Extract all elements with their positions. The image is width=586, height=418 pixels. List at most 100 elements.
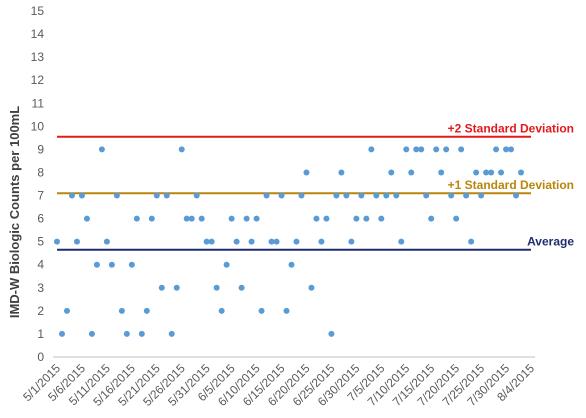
data-point [473, 169, 480, 176]
y-tick-label: 11 [32, 96, 45, 110]
data-point [223, 261, 230, 268]
y-tick-label: 2 [37, 304, 44, 318]
data-point [448, 192, 455, 199]
data-point [103, 238, 110, 245]
data-point [293, 238, 300, 245]
data-point [78, 192, 85, 199]
data-point [188, 215, 195, 222]
data-point [283, 307, 290, 314]
data-point [128, 261, 135, 268]
data-point [268, 238, 275, 245]
data-point [253, 215, 260, 222]
data-point [183, 215, 190, 222]
data-point [243, 215, 250, 222]
data-point [483, 169, 490, 176]
data-point [258, 307, 265, 314]
data-point [323, 215, 330, 222]
data-point [123, 330, 130, 337]
data-point [378, 215, 385, 222]
data-point [173, 284, 180, 291]
y-tick-label: 13 [31, 50, 45, 64]
data-point [313, 215, 320, 222]
data-point [118, 307, 125, 314]
data-point [158, 284, 165, 291]
data-point [153, 192, 160, 199]
y-tick-label: 0 [37, 350, 44, 364]
data-point [298, 192, 305, 199]
y-tick-label: 14 [31, 27, 45, 41]
reference-line-label: +1 Standard Deviation [448, 178, 574, 192]
data-point [398, 238, 405, 245]
data-point [203, 238, 210, 245]
data-point [488, 169, 495, 176]
data-point [58, 330, 65, 337]
data-point [288, 261, 295, 268]
data-point [393, 192, 400, 199]
y-tick-label: 10 [31, 119, 45, 133]
data-point [308, 284, 315, 291]
y-tick-label: 5 [37, 235, 44, 249]
data-point [403, 146, 410, 153]
data-point [318, 238, 325, 245]
data-point [353, 215, 360, 222]
data-point [333, 192, 340, 199]
data-point [263, 192, 270, 199]
data-point [98, 146, 105, 153]
y-tick-label: 9 [37, 142, 44, 156]
y-tick-label: 1 [37, 327, 44, 341]
reference-line-label: Average [527, 235, 574, 249]
data-point [238, 284, 245, 291]
data-point [198, 215, 205, 222]
reference-line-label: +2 Standard Deviation [448, 122, 574, 136]
data-point [68, 192, 75, 199]
data-point [63, 307, 70, 314]
data-point [458, 146, 465, 153]
y-tick-label: 6 [37, 212, 44, 226]
data-point [338, 169, 345, 176]
reference-lines: +2 Standard Deviation +1 Standard Deviati… [57, 122, 574, 251]
data-point [468, 238, 475, 245]
y-axis-label: IMD-W Biologic Counts per 100mL [7, 106, 22, 318]
y-tick-label: 7 [37, 189, 44, 203]
data-point [433, 146, 440, 153]
data-point [138, 330, 145, 337]
data-point [363, 215, 370, 222]
data-point [54, 238, 60, 245]
data-point [93, 261, 100, 268]
data-point [503, 146, 510, 153]
data-point [168, 330, 175, 337]
data-point [273, 238, 280, 245]
data-point [418, 146, 425, 153]
data-point [368, 146, 375, 153]
data-point [73, 238, 80, 245]
data-point [428, 215, 435, 222]
data-point [303, 169, 310, 176]
y-tick-label: 12 [31, 73, 45, 87]
y-tick-label: 15 [31, 4, 45, 18]
data-point [133, 215, 140, 222]
data-point [408, 169, 415, 176]
data-point [348, 238, 355, 245]
data-point [383, 192, 390, 199]
y-tick-label: 3 [37, 281, 44, 295]
y-tick-label: 4 [37, 258, 44, 272]
data-point [423, 192, 430, 199]
data-point [143, 307, 150, 314]
data-point [508, 146, 515, 153]
data-point [213, 284, 220, 291]
data-point [148, 215, 155, 222]
data-point [108, 261, 115, 268]
data-point [493, 146, 500, 153]
data-point [413, 146, 420, 153]
x-axis-ticks: 5/1/20155/6/20155/11/20155/16/20155/21/2… [20, 361, 537, 409]
data-point [438, 169, 445, 176]
data-point [163, 192, 170, 199]
data-point [228, 215, 235, 222]
data-point [88, 330, 95, 337]
data-point [443, 146, 450, 153]
data-point [388, 169, 395, 176]
data-point [343, 192, 350, 199]
data-point [453, 215, 460, 222]
data-point [218, 307, 225, 314]
